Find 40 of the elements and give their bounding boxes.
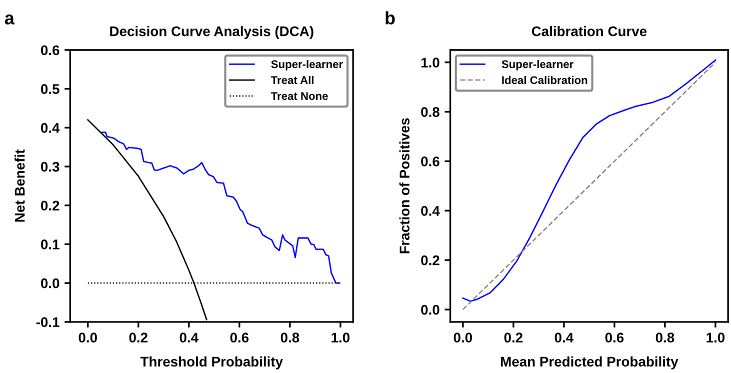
x-axis-title: Mean Predicted Probability [500, 356, 678, 370]
x-tick-label: 0.4 [554, 332, 574, 343]
legend-label: Super-learner [502, 60, 574, 70]
y-axis-title: Net Benefit [14, 149, 25, 222]
text: b [386, 11, 395, 24]
x-tick-label: 0.0 [78, 332, 97, 343]
chart-title: Decision Curve Analysis (DCA) [110, 26, 314, 39]
y-tick-label: 0.0 [41, 278, 60, 288]
y-tick-label: 0.6 [41, 45, 60, 56]
x-tick-label: 0.0 [454, 332, 472, 343]
y-axis-title: Fraction of Positives [399, 118, 410, 254]
legend-label: Super-learner [271, 60, 343, 70]
y-tick-label: 0.3 [41, 162, 60, 172]
x-tick-label: 0.2 [504, 332, 523, 343]
x-tick-label: 0.6 [605, 332, 624, 343]
y-tick-label: 0.2 [421, 255, 440, 266]
y-tick-label: 1.0 [421, 58, 440, 68]
x-tick-label: 1.0 [706, 332, 725, 343]
text: a [4, 14, 15, 24]
y-tick-label: -0.1 [36, 317, 60, 328]
x-axis-title: Threshold Probability [140, 356, 283, 370]
y-tick-label: 0.8 [421, 107, 440, 117]
y-tick-label: 0.6 [421, 156, 440, 166]
x-tick-label: 0.8 [280, 332, 300, 343]
legend-label: Treat All [270, 76, 314, 84]
chart-title: Calibration Curve [532, 26, 647, 36]
legend-label: Ideal Calibration [502, 76, 588, 84]
y-tick-label: 0.4 [421, 206, 440, 216]
line-series [102, 132, 340, 284]
x-tick-label: 0.4 [180, 332, 198, 343]
legend-label: Treat None [270, 92, 328, 100]
y-tick-label: 0.2 [41, 200, 60, 211]
y-tick-label: 0.4 [41, 123, 60, 133]
y-tick-label: 0.1 [41, 240, 60, 250]
y-tick-label: 0.5 [41, 84, 60, 94]
x-tick-label: 0.2 [129, 332, 148, 343]
y-tick-label: 0.0 [421, 304, 440, 315]
x-tick-label: 0.8 [656, 332, 674, 343]
x-tick-label: 1.0 [332, 332, 350, 343]
x-tick-label: 0.6 [230, 332, 249, 343]
